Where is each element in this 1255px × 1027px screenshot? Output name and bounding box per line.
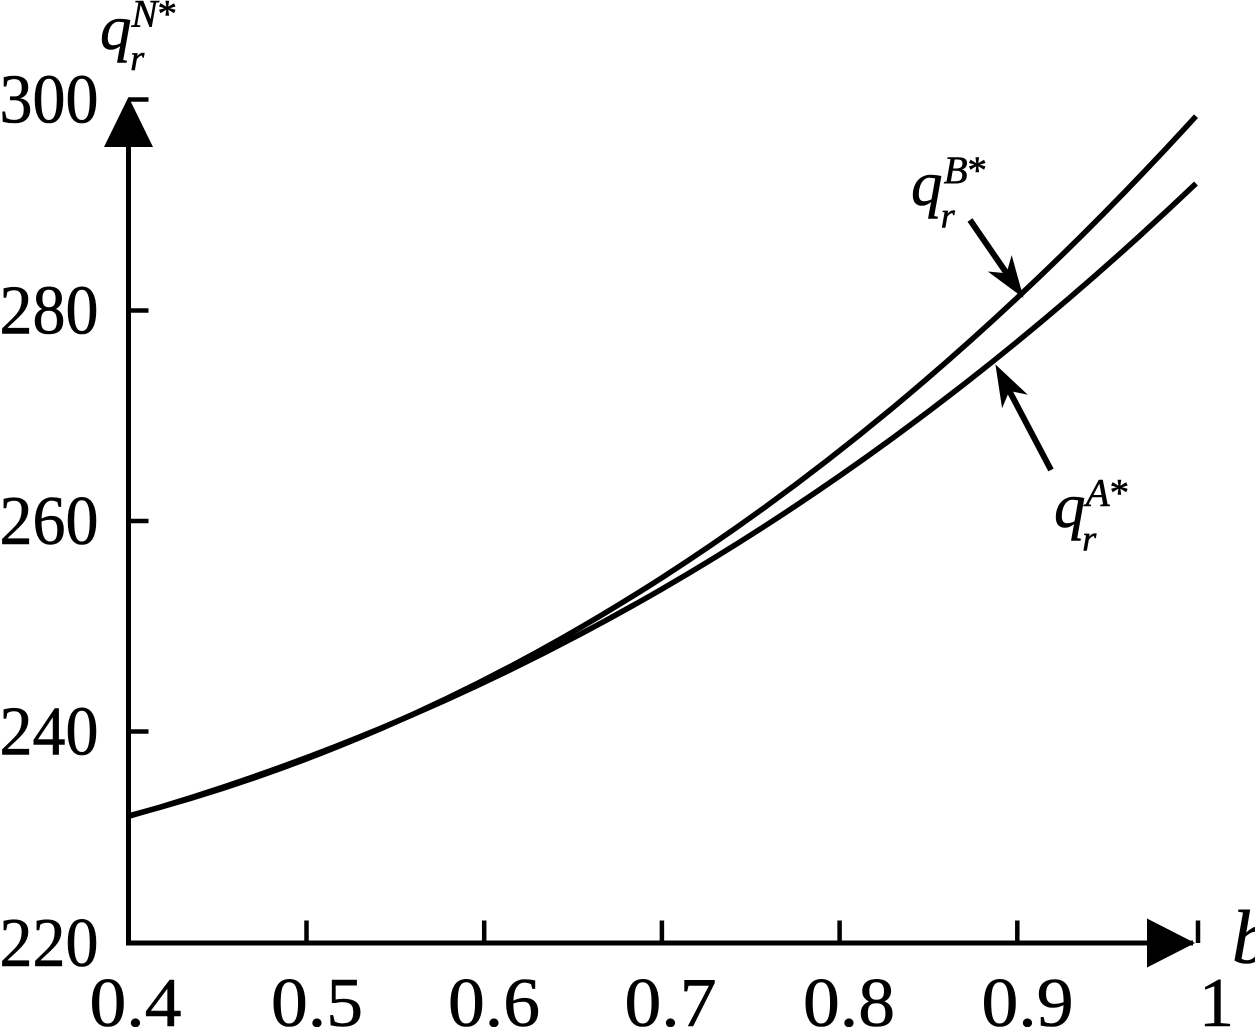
svg-text:N*: N* [131,0,178,36]
svg-text:r: r [1082,519,1097,559]
svg-text:0.8: 0.8 [803,965,895,1027]
svg-text:r: r [130,38,145,78]
svg-text:220: 220 [0,905,99,982]
svg-text:0.5: 0.5 [271,965,363,1027]
svg-text:280: 280 [0,273,99,350]
svg-text:240: 240 [0,694,99,771]
svg-text:q: q [1054,471,1086,541]
svg-text:260: 260 [0,483,99,560]
svg-text:300: 300 [0,62,99,139]
svg-text:b: b [1232,896,1255,980]
svg-text:1: 1 [1199,965,1234,1027]
svg-text:0.4: 0.4 [90,965,182,1027]
svg-text:0.7: 0.7 [625,965,717,1027]
svg-text:q: q [911,149,943,219]
svg-text:A*: A* [1083,472,1129,515]
svg-text:B*: B* [944,149,987,192]
svg-text:0.6: 0.6 [448,965,540,1027]
svg-text:q: q [100,0,132,63]
svg-text:r: r [941,196,956,236]
svg-text:0.9: 0.9 [982,965,1074,1027]
